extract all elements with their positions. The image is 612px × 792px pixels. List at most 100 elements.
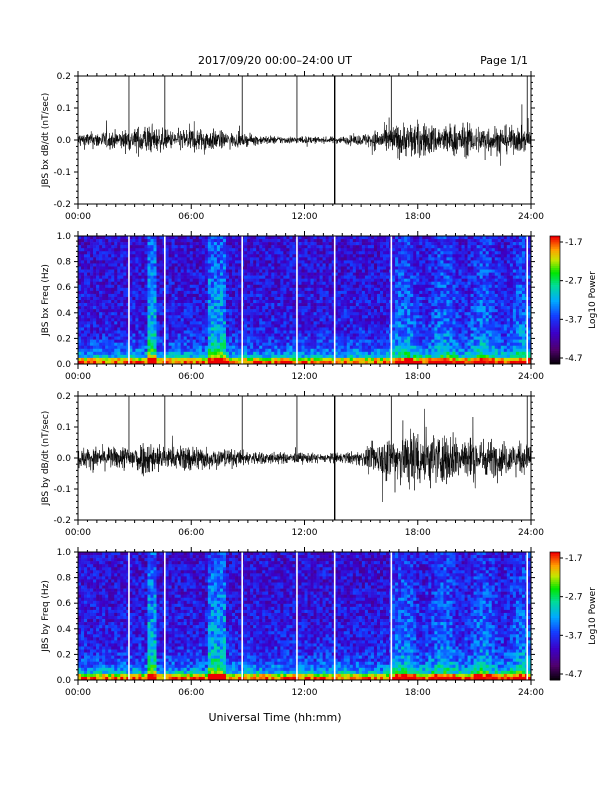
heatmap-cell	[328, 306, 332, 310]
heatmap-cell	[337, 293, 342, 298]
heatmap-cell	[183, 333, 188, 337]
heatmap-cell	[120, 290, 124, 295]
heatmap-cell	[310, 309, 314, 313]
heatmap-cell	[81, 348, 85, 353]
heatmap-cell	[238, 260, 242, 264]
heatmap-cell	[111, 306, 115, 310]
heatmap-cell	[398, 333, 402, 337]
heatmap-cell	[355, 254, 360, 258]
heatmap-cell	[105, 275, 109, 279]
heatmap-cell	[349, 239, 354, 243]
heatmap-cell	[235, 266, 239, 270]
heatmap-cell	[183, 242, 188, 246]
heatmap-cell	[301, 269, 305, 273]
heatmap-cell	[407, 239, 411, 243]
heatmap-cell	[337, 254, 342, 258]
heatmap-cell	[262, 263, 266, 267]
heatmap-cell	[129, 242, 133, 246]
heatmap-cell	[174, 242, 178, 246]
heatmap-cell	[78, 315, 82, 319]
heatmap-cell	[108, 260, 112, 264]
y-axis-label: JBS bx dB/dt (nT/sec)	[41, 93, 51, 189]
heatmap-cell	[232, 242, 236, 246]
heatmap-cell	[244, 351, 248, 356]
heatmap-cell	[337, 333, 342, 337]
heatmap-cell	[274, 309, 278, 313]
heatmap-cell	[307, 278, 311, 283]
heatmap-cell	[304, 242, 308, 246]
heatmap-cell	[398, 281, 402, 286]
heatmap-cell	[301, 303, 305, 307]
heatmap-cell	[286, 330, 290, 334]
heatmap-cell	[413, 345, 417, 350]
heatmap-cell	[304, 303, 308, 307]
heatmap-cell	[370, 327, 375, 331]
heatmap-cell	[138, 242, 142, 246]
heatmap-cell	[322, 275, 326, 279]
heatmap-cell	[78, 242, 82, 246]
heatmap-cell	[383, 272, 387, 276]
heatmap-cell	[78, 284, 82, 289]
heatmap-cell	[159, 309, 163, 313]
heatmap-cell	[283, 254, 287, 258]
heatmap-cell	[413, 275, 417, 279]
heatmap-cell	[229, 306, 233, 310]
heatmap-cell	[413, 333, 417, 337]
heatmap-cell	[102, 348, 106, 353]
heatmap-cell	[331, 318, 335, 322]
heatmap-cell	[376, 345, 381, 350]
heatmap-cell	[210, 306, 215, 310]
heatmap-cell	[325, 239, 329, 243]
heatmap-cell	[310, 351, 314, 356]
heatmap-cell	[410, 293, 414, 298]
heatmap-cell	[298, 345, 302, 350]
heatmap-cell	[328, 303, 332, 307]
heatmap-cell	[268, 272, 272, 276]
heatmap-cell	[370, 312, 375, 316]
heatmap-cell	[192, 290, 197, 295]
heatmap-cell	[138, 266, 142, 270]
heatmap-cell	[222, 236, 227, 240]
heatmap-cell	[90, 333, 94, 337]
heatmap-cell	[247, 333, 251, 337]
heatmap-cell	[283, 309, 287, 313]
heatmap-cell	[319, 290, 323, 295]
heatmap-cell	[410, 263, 414, 267]
heatmap-cell	[401, 260, 405, 264]
heatmap-cell	[219, 309, 224, 313]
heatmap-cell	[410, 254, 414, 258]
heatmap-cell	[361, 342, 366, 347]
heatmap-cell	[180, 351, 184, 356]
heatmap-cell	[87, 321, 91, 325]
heatmap-cell	[153, 345, 157, 350]
heatmap-cell	[132, 318, 136, 322]
heatmap-cell	[222, 324, 227, 328]
heatmap-cell	[289, 300, 293, 304]
heatmap-cell	[114, 272, 118, 276]
heatmap-cell	[207, 284, 212, 289]
heatmap-cell	[259, 336, 263, 340]
heatmap-cell	[337, 315, 342, 319]
heatmap-cell	[138, 248, 142, 252]
heatmap-cell	[322, 315, 326, 319]
heatmap-cell	[352, 330, 357, 334]
heatmap-cell	[238, 348, 242, 353]
heatmap-cell	[117, 306, 121, 310]
heatmap-cell	[404, 296, 408, 301]
heatmap-cell	[244, 248, 248, 252]
heatmap-cell	[349, 242, 354, 246]
heatmap-cell	[153, 354, 157, 359]
heatmap-cell	[105, 239, 109, 243]
heatmap-cell	[135, 260, 139, 264]
heatmap-cell	[201, 315, 206, 319]
heatmap-cell	[422, 272, 426, 276]
heatmap-cell	[171, 260, 175, 264]
heatmap-cell	[268, 309, 272, 313]
heatmap-cell	[419, 321, 423, 325]
heatmap-cell	[195, 330, 200, 334]
heatmap-cell	[325, 242, 329, 246]
heatmap-cell	[150, 315, 154, 319]
heatmap-cell	[238, 290, 242, 295]
heatmap-cell	[298, 278, 302, 283]
heatmap-cell	[93, 284, 97, 289]
